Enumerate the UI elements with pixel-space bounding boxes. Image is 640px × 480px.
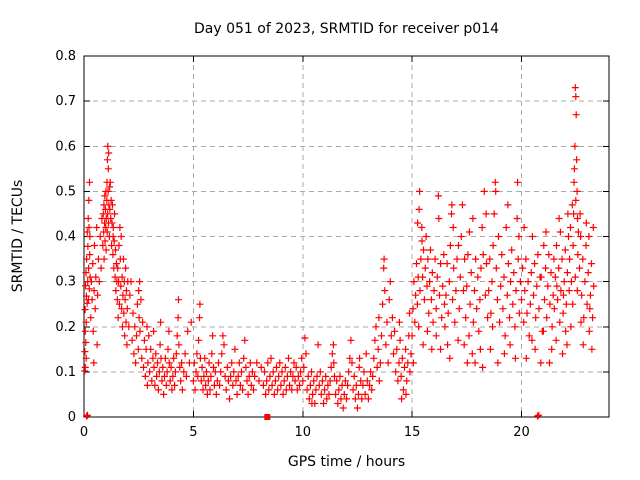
svg-text:0: 0 <box>68 410 76 425</box>
svg-text:10: 10 <box>294 425 311 440</box>
svg-text:0.5: 0.5 <box>55 184 76 199</box>
svg-text:0.8: 0.8 <box>55 49 76 64</box>
svg-text:5: 5 <box>189 425 197 440</box>
svg-text:0.6: 0.6 <box>55 139 76 154</box>
scatter-points <box>81 84 598 420</box>
x-axis-label: GPS time / hours <box>287 454 406 470</box>
svg-text:0.1: 0.1 <box>55 365 76 380</box>
flagged-point <box>264 414 271 420</box>
svg-text:0.7: 0.7 <box>55 94 76 109</box>
svg-text:0.2: 0.2 <box>55 320 76 335</box>
svg-text:15: 15 <box>404 425 421 440</box>
svg-text:0: 0 <box>80 425 88 440</box>
x-tick-labels: 0 5 10 15 20 <box>80 425 530 440</box>
chart-title: Day 051 of 2023, SRMTID for receiver p01… <box>193 21 500 37</box>
y-tick-labels: 0 0.1 0.2 0.3 0.4 0.5 0.6 0.7 0.8 <box>55 49 76 425</box>
y-axis-label: SRMTID / TECUs <box>10 179 26 293</box>
svg-text:0.3: 0.3 <box>55 275 76 290</box>
svg-text:0.4: 0.4 <box>55 230 76 245</box>
svg-text:20: 20 <box>513 425 530 440</box>
